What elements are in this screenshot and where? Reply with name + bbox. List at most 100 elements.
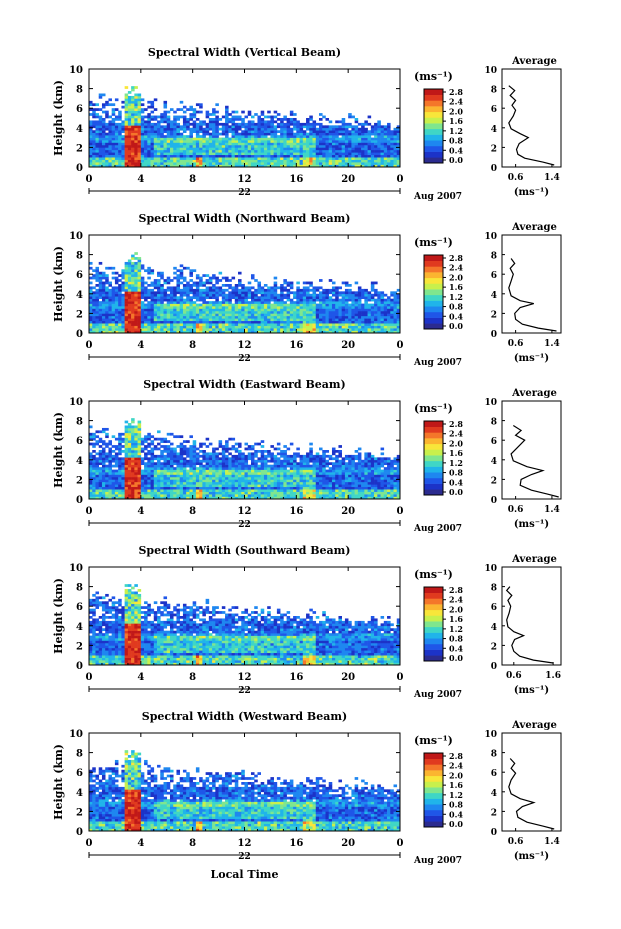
heatmap-cell (221, 152, 226, 156)
heatmap-cell (124, 447, 129, 451)
heatmap-cell (192, 479, 197, 483)
heatmap-cell (121, 437, 125, 441)
heatmap-cell (306, 118, 310, 121)
heatmap-cell (189, 144, 193, 148)
heatmap-cell (182, 457, 187, 461)
heatmap-cell (108, 496, 112, 500)
heatmap-cell (134, 464, 138, 468)
heatmap-cell (101, 93, 106, 97)
heatmap-cell (105, 469, 109, 473)
heatmap-cell (354, 320, 359, 324)
heatmap-cell (108, 484, 112, 488)
heatmap-cell (257, 118, 261, 121)
heatmap-cell (293, 328, 297, 331)
heatmap-cell (296, 157, 300, 160)
heatmap-cell (108, 137, 112, 141)
heatmap-cell (105, 330, 109, 334)
heatmap-cell (199, 442, 203, 446)
heatmap-cell (182, 115, 187, 119)
heatmap-cell (328, 120, 333, 124)
heatmap-cell (276, 320, 281, 324)
heatmap-cell (166, 152, 171, 156)
heatmap-cell (157, 459, 161, 463)
heatmap-cell (182, 125, 187, 129)
heatmap-cell (157, 159, 161, 163)
heatmap-cell (338, 144, 342, 148)
heatmap-cell (192, 120, 197, 124)
heatmap-cell (157, 140, 161, 143)
heatmap-cell (205, 157, 210, 160)
heatmap-cell (134, 286, 138, 290)
heatmap-cell (315, 308, 320, 312)
heatmap-cell (176, 467, 181, 470)
heatmap-cell (257, 323, 261, 326)
heatmap-cell (131, 464, 135, 468)
heatmap-cell (374, 122, 378, 126)
heatmap-cell (140, 279, 145, 282)
heatmap-cell (95, 279, 100, 282)
heatmap-cell (118, 432, 122, 436)
heatmap-cell (150, 298, 155, 302)
heatmap-cell (390, 157, 394, 160)
heatmap-cell (270, 328, 274, 331)
heatmap-cell (250, 149, 255, 153)
heatmap-cell (189, 464, 193, 468)
heatmap-cell (89, 125, 93, 129)
heatmap-cell (270, 298, 274, 302)
heatmap-cell (396, 330, 401, 334)
heatmap-cell (92, 437, 96, 441)
heatmap-cell (299, 328, 304, 331)
colorbar-swatch (424, 294, 443, 301)
heatmap-cell (169, 137, 174, 141)
heatmap-cell (189, 130, 193, 133)
average-title: Average (511, 56, 557, 67)
heatmap-cell (137, 328, 142, 331)
heatmap-cell (134, 152, 138, 156)
heatmap-cell (247, 110, 252, 114)
heatmap-cell (121, 105, 125, 109)
heatmap-cell (380, 298, 385, 302)
heatmap-cell (131, 474, 135, 478)
heatmap-cell (199, 152, 203, 156)
heatmap-cell (195, 274, 200, 277)
heatmap-cell (137, 135, 142, 138)
heatmap-cell (309, 137, 313, 141)
heatmap-cell (140, 296, 145, 299)
heatmap-cell (89, 142, 93, 146)
heatmap-cell (169, 479, 174, 483)
heatmap-cell (260, 320, 265, 324)
heatmap-cell (257, 130, 261, 133)
heatmap-cell (390, 149, 394, 153)
heatmap-cell (124, 271, 129, 275)
heatmap-cell (160, 149, 164, 153)
heatmap-cell (374, 288, 378, 292)
colorbar-tick-label: 0.8 (449, 302, 463, 312)
heatmap-cell (247, 125, 252, 129)
heatmap-cell (195, 489, 200, 492)
heatmap-cell (357, 144, 362, 148)
heatmap-cell (315, 147, 320, 151)
heatmap-cell (124, 110, 129, 114)
heatmap-cell (92, 132, 96, 136)
heatmap-cell (95, 474, 100, 478)
heatmap-cell (225, 130, 229, 133)
heatmap-cell (160, 484, 164, 488)
heatmap-cell (192, 162, 197, 165)
heatmap-cell (228, 303, 232, 307)
heatmap-cell (306, 308, 310, 312)
heatmap-cell (393, 320, 398, 324)
heatmap-cell (357, 298, 362, 302)
heatmap-cell (134, 142, 138, 146)
heatmap-cell (140, 469, 145, 473)
heatmap-cell (137, 489, 142, 492)
heatmap-cell (166, 130, 171, 133)
heatmap-cell (150, 469, 155, 473)
heatmap-cell (173, 486, 177, 490)
heatmap-cell (108, 323, 112, 326)
heatmap-cell (121, 271, 125, 275)
heatmap-cell (212, 303, 216, 307)
heatmap-cell (309, 122, 313, 126)
heatmap-cell (302, 310, 307, 314)
heatmap-cell (299, 313, 304, 317)
heatmap-cell (192, 147, 197, 151)
